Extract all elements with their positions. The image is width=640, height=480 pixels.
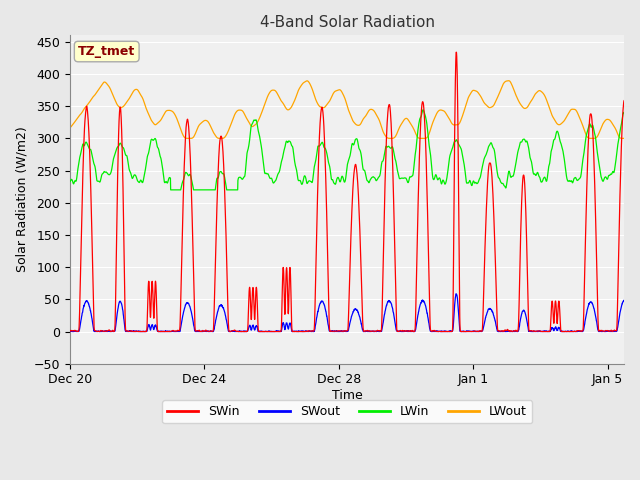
Title: 4-Band Solar Radiation: 4-Band Solar Radiation: [260, 15, 435, 30]
Text: TZ_tmet: TZ_tmet: [78, 45, 135, 58]
X-axis label: Time: Time: [332, 389, 362, 402]
Y-axis label: Solar Radiation (W/m2): Solar Radiation (W/m2): [15, 127, 28, 273]
Legend: SWin, SWout, LWin, LWout: SWin, SWout, LWin, LWout: [162, 400, 532, 423]
